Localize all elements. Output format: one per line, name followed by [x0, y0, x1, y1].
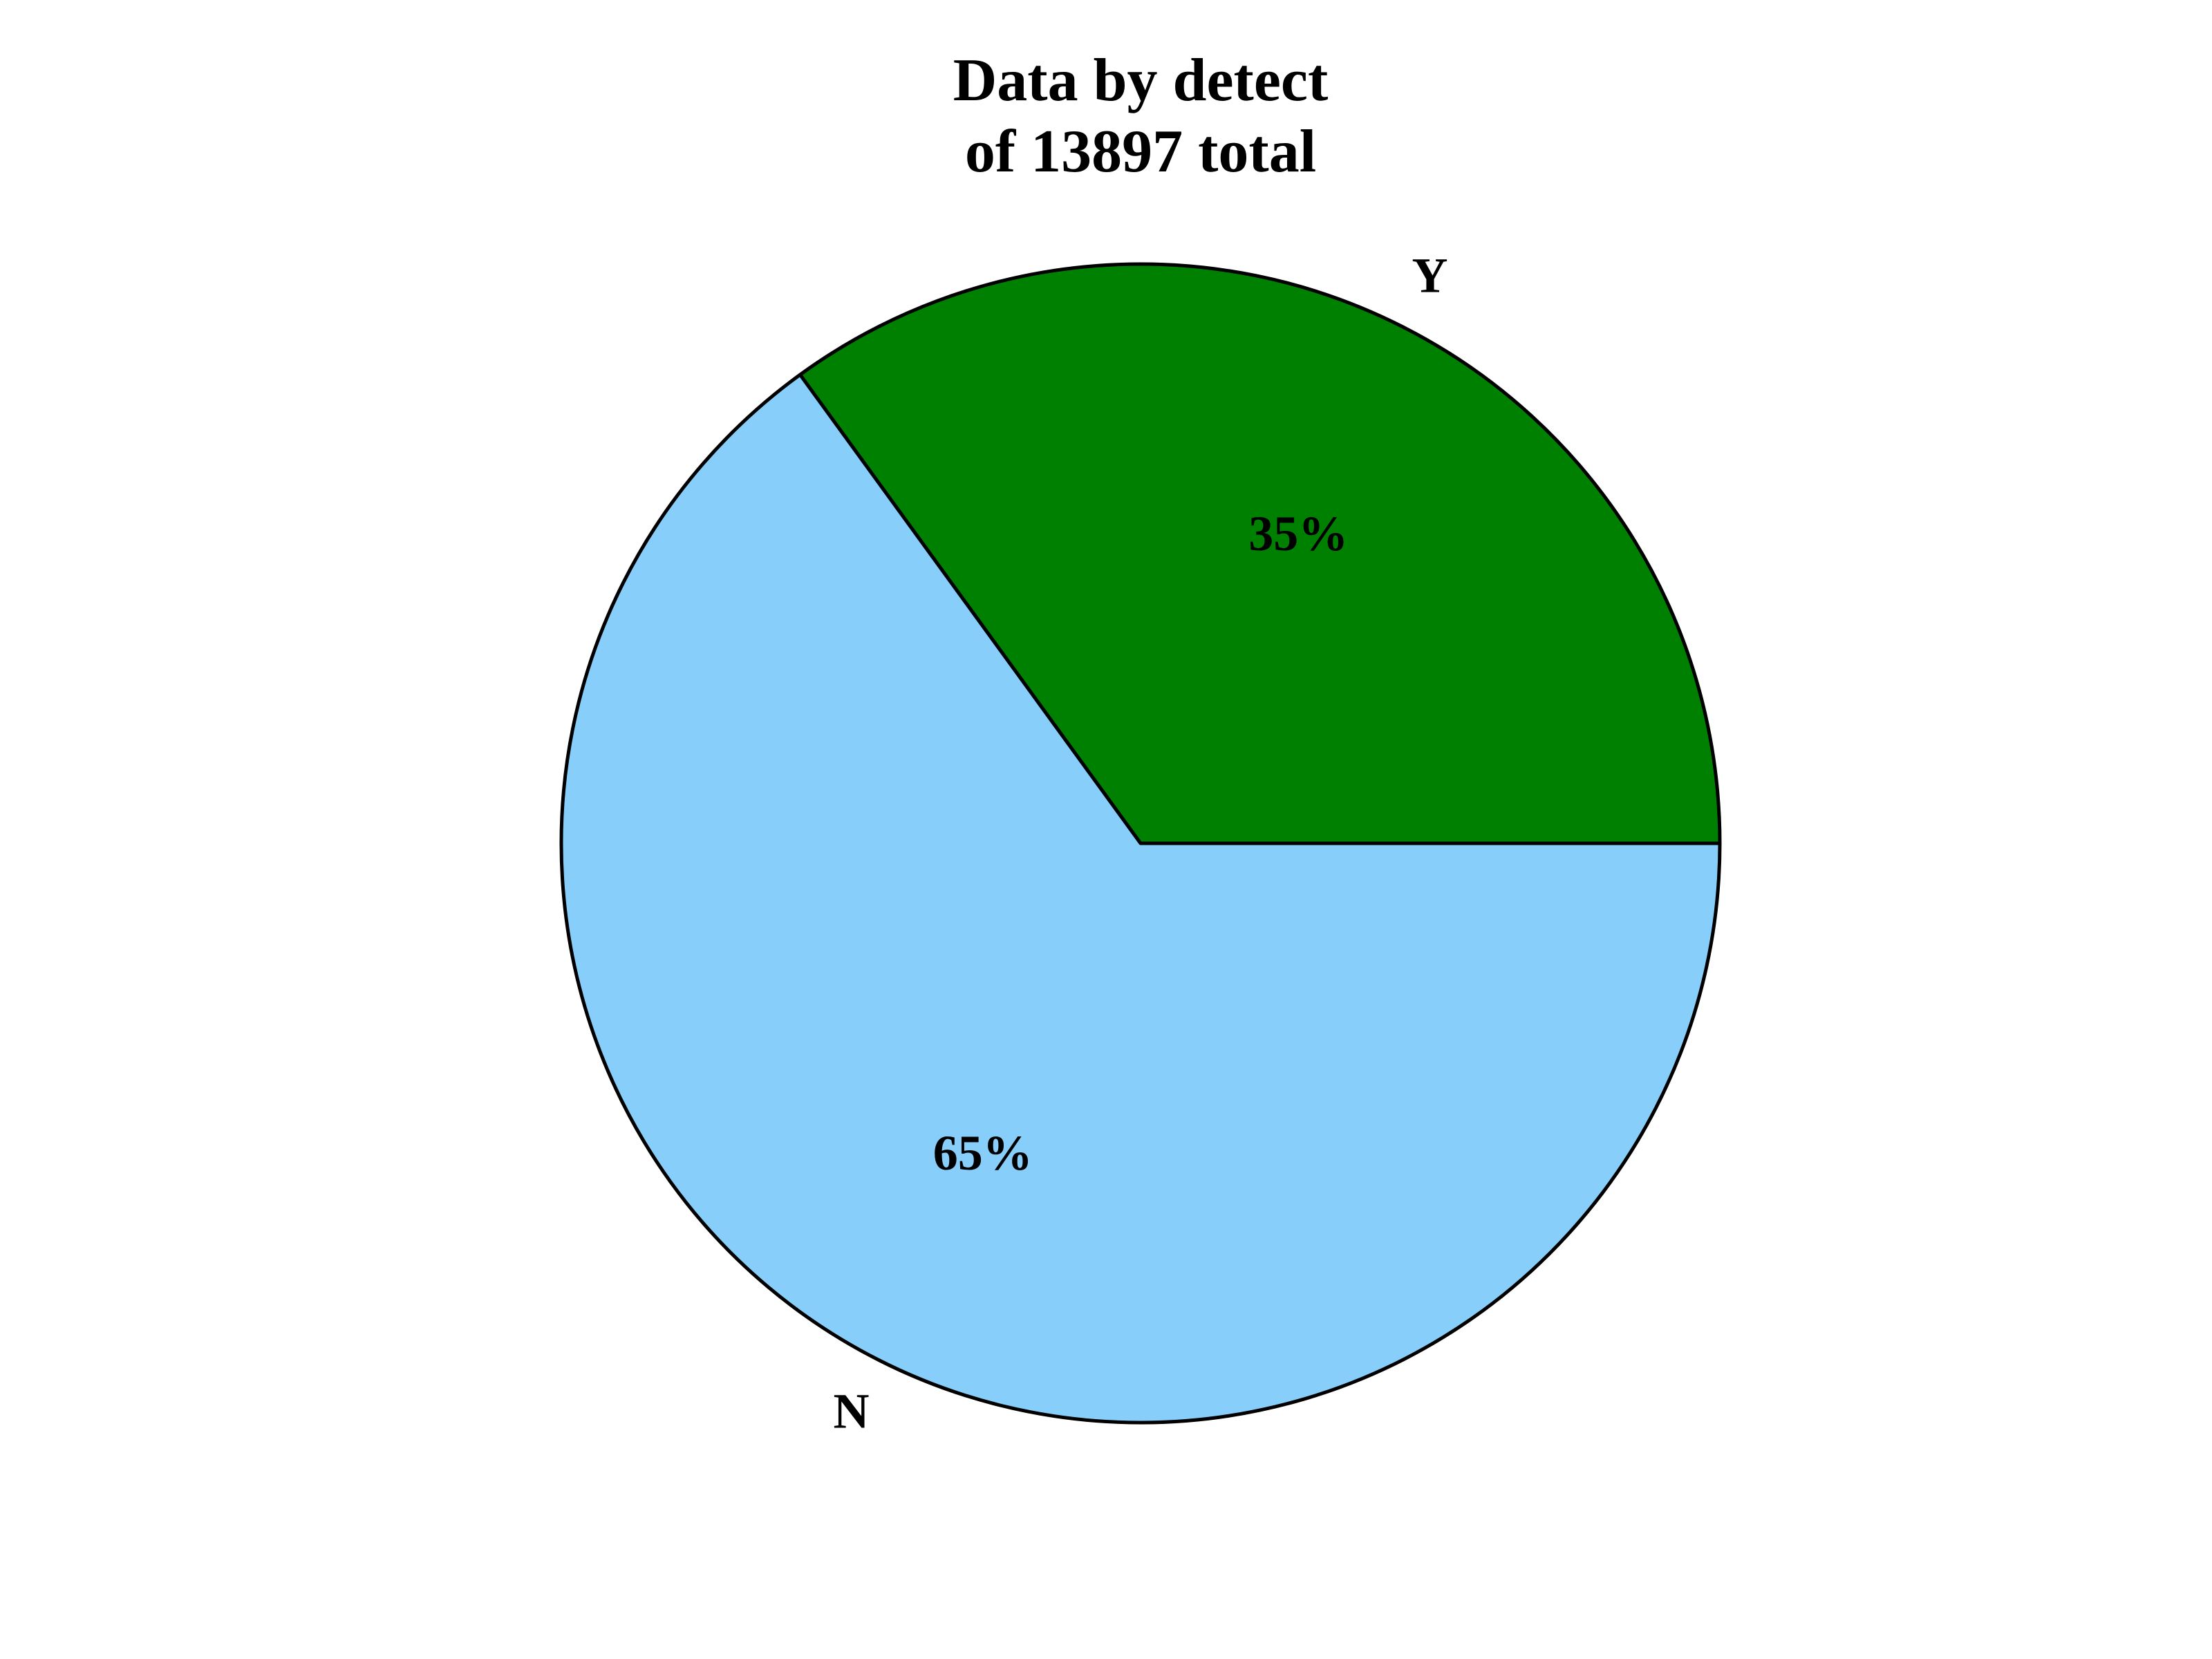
- pie-slice-n: [559, 373, 1722, 1425]
- slice-label-y: Y: [1412, 248, 1447, 303]
- slice-percent-n: 65%: [933, 1125, 1033, 1181]
- pie-labels: Y 35% N 65%: [834, 248, 1448, 1439]
- slice-label-n: N: [834, 1383, 870, 1438]
- slice-percent-y: 35%: [1248, 506, 1348, 561]
- chart-title: Data by detect of 13897 total: [953, 47, 1329, 185]
- pie-slices: [559, 262, 1722, 1425]
- chart-title-line-1: Data by detect: [953, 47, 1329, 114]
- pie-slice-y: [798, 262, 1722, 845]
- chart-title-line-2: of 13897 total: [965, 118, 1316, 185]
